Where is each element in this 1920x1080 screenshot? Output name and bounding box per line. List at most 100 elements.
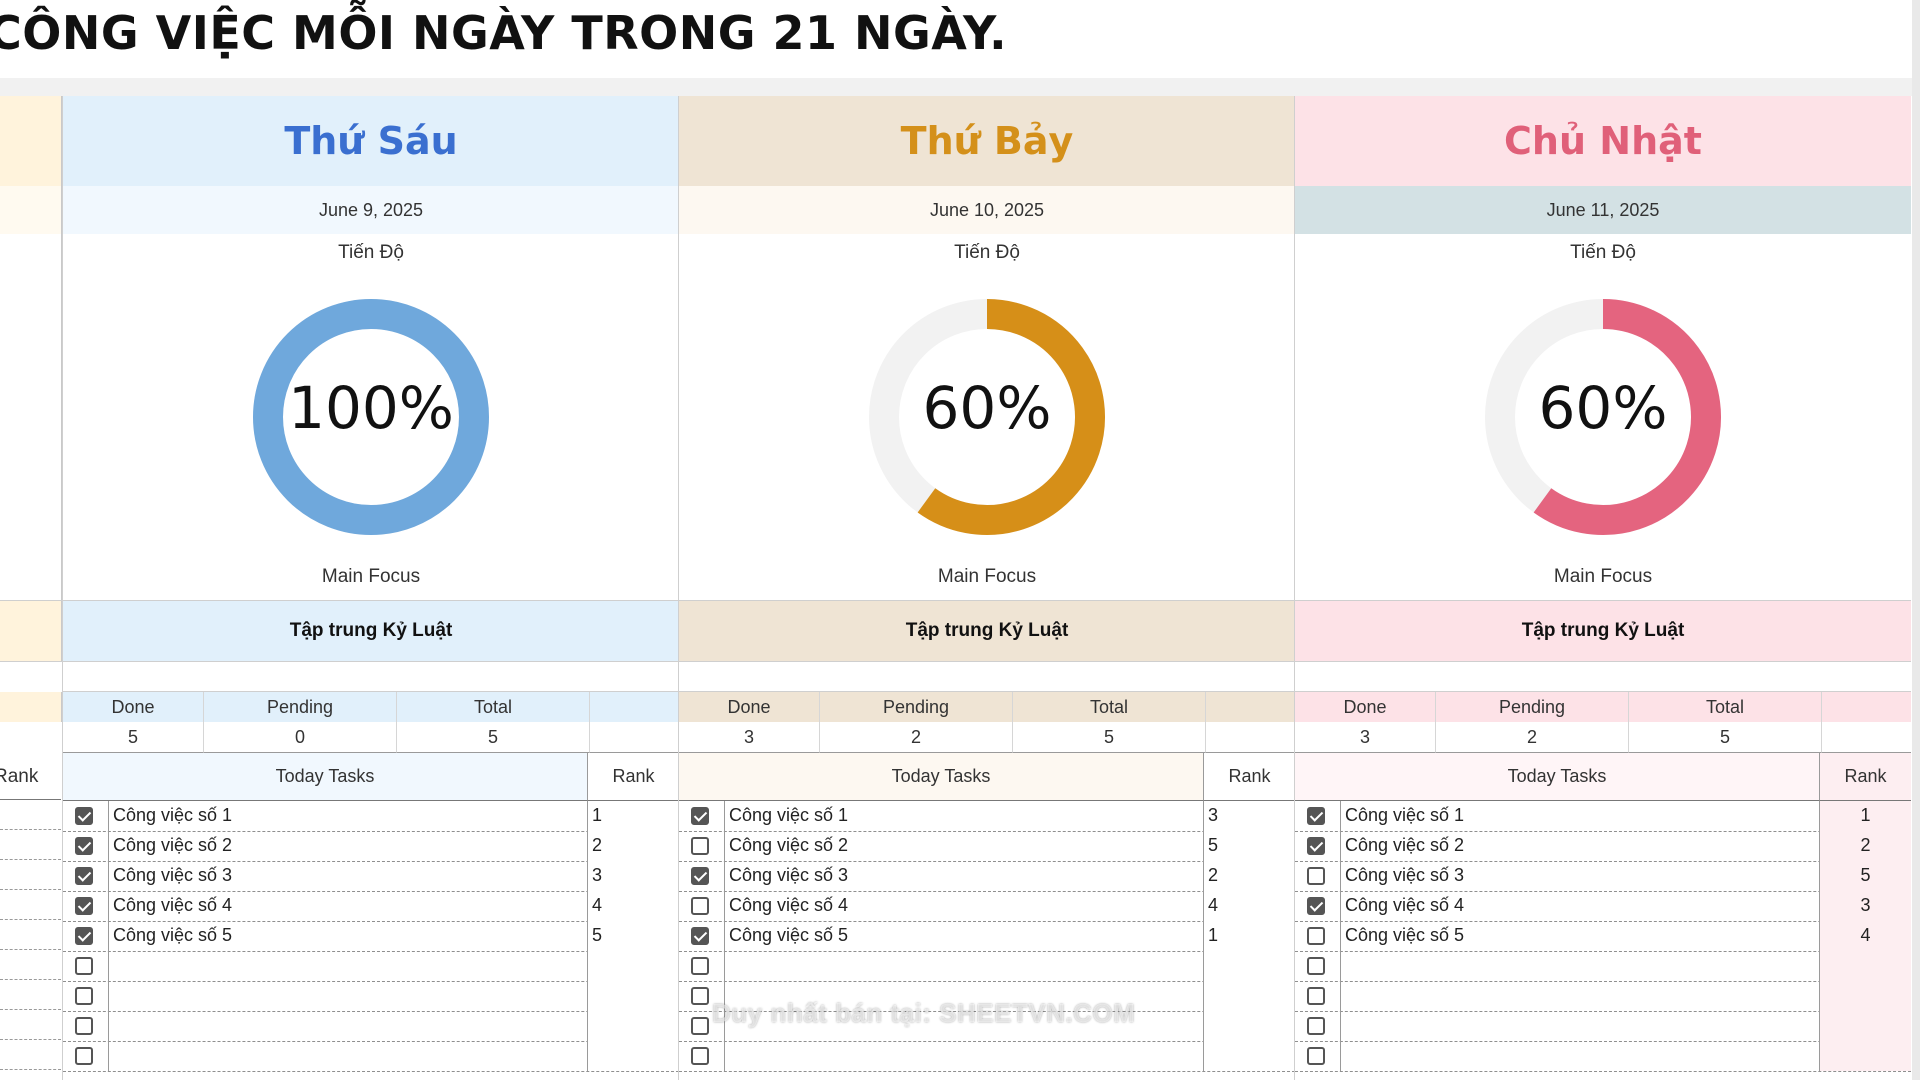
- task-rank[interactable]: 5: [592, 925, 603, 945]
- rank-cell: [1820, 951, 1911, 981]
- task-rank[interactable]: 2: [592, 835, 603, 855]
- task-name-cell[interactable]: [109, 951, 588, 981]
- task-checkbox[interactable]: [691, 837, 709, 855]
- day-date[interactable]: June 11, 2025: [1295, 186, 1911, 234]
- task-checkbox[interactable]: [1307, 1017, 1325, 1035]
- task-name-cell[interactable]: [1341, 861, 1820, 891]
- task-name-cell[interactable]: [1341, 1041, 1820, 1071]
- day-date[interactable]: June 10, 2025: [679, 186, 1295, 234]
- task-name-cell[interactable]: [109, 801, 588, 831]
- task-checkbox[interactable]: [1307, 927, 1325, 945]
- task-row: [679, 1011, 1295, 1042]
- task-name-cell[interactable]: [109, 831, 588, 861]
- task-name-cell[interactable]: [725, 891, 1204, 921]
- task-name-cell[interactable]: [109, 891, 588, 921]
- rank-cell: [1204, 921, 1295, 951]
- task-rank[interactable]: 2: [1208, 865, 1219, 885]
- checkbox-cell: [63, 831, 109, 861]
- task-name-cell[interactable]: [1341, 981, 1820, 1011]
- task-name-cell[interactable]: [1341, 951, 1820, 981]
- task-checkbox[interactable]: [75, 1047, 93, 1065]
- task-name-cell[interactable]: [109, 981, 588, 1011]
- task-rank[interactable]: 4: [1860, 925, 1871, 945]
- spacer-row: [63, 661, 679, 692]
- main-focus-value[interactable]: Tập trung Kỷ Luật: [679, 600, 1295, 662]
- main-focus-label: Main Focus: [321, 566, 421, 587]
- task-name-cell[interactable]: [725, 981, 1204, 1011]
- task-checkbox[interactable]: [1307, 807, 1325, 825]
- task-rank[interactable]: 4: [592, 895, 603, 915]
- task-checkbox[interactable]: [1307, 957, 1325, 975]
- checkbox-cell: [1295, 831, 1341, 861]
- task-name-cell[interactable]: [1341, 891, 1820, 921]
- task-checkbox[interactable]: [691, 957, 709, 975]
- task-rank[interactable]: 3: [1860, 895, 1871, 915]
- scrollbar-edge[interactable]: [1912, 0, 1920, 1080]
- task-rank[interactable]: 1: [1860, 805, 1871, 825]
- task-checkbox[interactable]: [75, 897, 93, 915]
- task-name-cell[interactable]: [1341, 1011, 1820, 1041]
- task-checkbox[interactable]: [691, 897, 709, 915]
- task-checkbox[interactable]: [1307, 837, 1325, 855]
- task-rank[interactable]: 2: [1860, 835, 1871, 855]
- task-checkbox[interactable]: [75, 807, 93, 825]
- task-rank[interactable]: 1: [592, 805, 603, 825]
- day-date[interactable]: June 9, 2025: [63, 186, 679, 234]
- task-name-cell[interactable]: [109, 861, 588, 891]
- stat-header-pending: Pending: [1436, 692, 1629, 722]
- task-checkbox[interactable]: [75, 957, 93, 975]
- prev-day-chart-area: [0, 234, 63, 600]
- task-rank[interactable]: 5: [1208, 835, 1219, 855]
- main-focus-value[interactable]: Tập trung Kỷ Luật: [1295, 600, 1911, 662]
- task-checkbox[interactable]: [75, 927, 93, 945]
- rank-cell: [1204, 891, 1295, 921]
- task-name-cell[interactable]: [725, 1011, 1204, 1041]
- stat-value-done: 3: [1295, 722, 1436, 753]
- rank-cell: [1820, 801, 1911, 831]
- task-checkbox[interactable]: [1307, 867, 1325, 885]
- task-name-cell[interactable]: [725, 921, 1204, 951]
- task-checkbox[interactable]: [75, 1017, 93, 1035]
- task-name-cell[interactable]: [725, 951, 1204, 981]
- today-tasks-header: Today Tasks: [63, 753, 588, 801]
- task-name-cell[interactable]: [109, 1041, 588, 1071]
- task-name-cell[interactable]: [1341, 801, 1820, 831]
- task-rank[interactable]: 5: [1860, 865, 1871, 885]
- task-checkbox[interactable]: [75, 987, 93, 1005]
- task-name-cell[interactable]: [1341, 831, 1820, 861]
- task-checkbox[interactable]: [1307, 987, 1325, 1005]
- task-checkbox[interactable]: [691, 1017, 709, 1035]
- task-row: [63, 951, 679, 982]
- task-name-cell[interactable]: [725, 861, 1204, 891]
- rank-cell: [1204, 1011, 1295, 1041]
- task-checkbox[interactable]: [691, 1047, 709, 1065]
- task-name-cell[interactable]: [1341, 921, 1820, 951]
- task-name-cell[interactable]: [109, 921, 588, 951]
- task-checkbox[interactable]: [691, 987, 709, 1005]
- main-focus-value[interactable]: Tập trung Kỷ Luật: [63, 600, 679, 662]
- checkbox-cell: [63, 951, 109, 981]
- checkbox-cell: [63, 981, 109, 1011]
- task-checkbox[interactable]: [1307, 897, 1325, 915]
- task-rank[interactable]: 1: [1208, 925, 1219, 945]
- main-focus-label: Main Focus: [1553, 566, 1653, 587]
- task-checkbox[interactable]: [75, 837, 93, 855]
- task-name-cell[interactable]: [725, 831, 1204, 861]
- stat-value-blank: [1206, 722, 1295, 753]
- stat-value-blank: [590, 722, 679, 753]
- task-rank[interactable]: 4: [1208, 895, 1219, 915]
- task-rank[interactable]: 3: [592, 865, 603, 885]
- task-name-cell[interactable]: [725, 801, 1204, 831]
- task-checkbox[interactable]: [691, 867, 709, 885]
- task-checkbox[interactable]: [1307, 1047, 1325, 1065]
- task-name-cell[interactable]: [725, 1041, 1204, 1071]
- task-checkbox[interactable]: [691, 807, 709, 825]
- checkbox-cell: [679, 861, 725, 891]
- task-checkbox[interactable]: [75, 867, 93, 885]
- checkbox-cell: [679, 831, 725, 861]
- task-row: Công việc số 5 5: [63, 921, 679, 952]
- task-name: Công việc số 2: [729, 835, 849, 855]
- task-rank[interactable]: 3: [1208, 805, 1219, 825]
- task-name-cell[interactable]: [109, 1011, 588, 1041]
- task-checkbox[interactable]: [691, 927, 709, 945]
